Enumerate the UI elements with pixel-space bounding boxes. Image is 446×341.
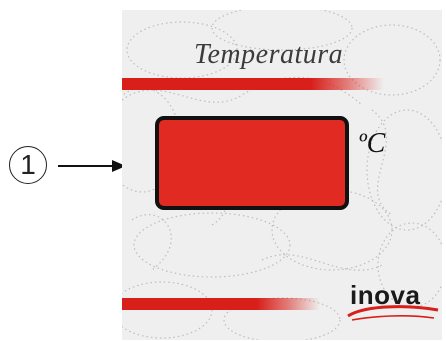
unit-label: ºC [358, 128, 386, 159]
temperature-display [155, 116, 349, 210]
callout-number-1: 1 [9, 146, 47, 184]
arrow-right-icon [58, 160, 126, 172]
callout-label: 1 [20, 149, 36, 180]
panel-title: Temperatura [194, 39, 344, 70]
bottom-red-stripe [122, 298, 320, 310]
logo-text: inova [350, 280, 421, 310]
top-red-stripe [122, 78, 384, 90]
front-panel: Temperatura ºC inova [122, 10, 442, 340]
inova-logo: inova [344, 276, 442, 326]
swoosh-icon [347, 305, 439, 321]
